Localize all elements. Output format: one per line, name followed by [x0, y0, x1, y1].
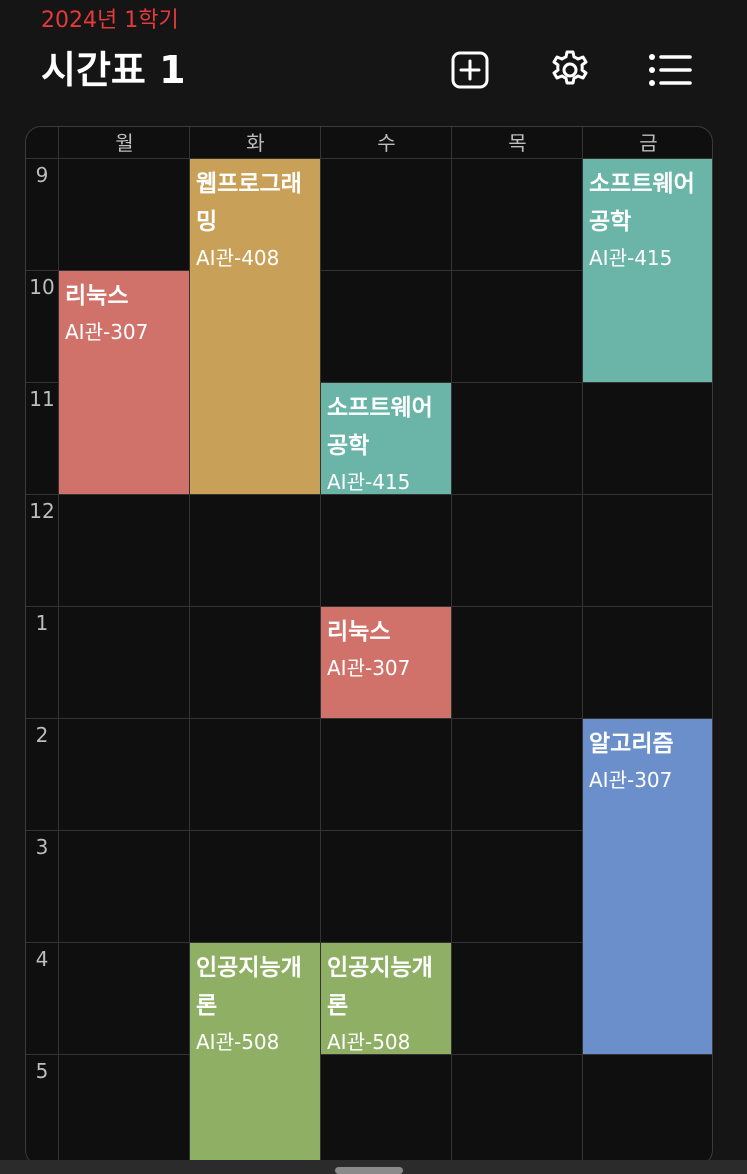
day-header: 금	[639, 131, 658, 155]
list-icon	[649, 54, 692, 86]
course-name: 리눅스	[65, 283, 129, 309]
hour-label: 5	[35, 1059, 49, 1083]
day-header: 수	[377, 131, 396, 155]
grid-row-line	[26, 1054, 712, 1055]
grid-row-line	[26, 270, 712, 271]
add-course-button[interactable]	[448, 48, 492, 92]
course-name: 인공지능개론	[196, 955, 302, 1019]
hour-label: 12	[29, 499, 55, 523]
course-block[interactable]: 웹프로그래밍 AI관-408	[190, 159, 320, 494]
course-block[interactable]: 소프트웨어공학 AI관-415	[583, 159, 712, 382]
grid-column-line	[582, 127, 583, 1165]
day-header: 목	[508, 131, 527, 155]
course-room: AI관-508	[196, 1030, 280, 1054]
hour-label: 9	[35, 163, 49, 187]
plus-square-icon	[451, 51, 489, 89]
grid-row-line	[26, 718, 712, 719]
bottom-sheet-handle[interactable]	[335, 1167, 403, 1174]
grid-row-line	[26, 942, 712, 943]
course-name: 소프트웨어공학	[589, 171, 695, 235]
hour-label: 2	[35, 723, 49, 747]
hour-label: 11	[29, 387, 55, 411]
grid-column-line	[189, 127, 190, 1165]
hour-label: 1	[35, 611, 49, 635]
grid-column-line	[451, 127, 452, 1165]
course-block[interactable]: 인공지능개론 AI관-508	[190, 943, 320, 1165]
hour-label: 10	[29, 275, 55, 299]
course-block[interactable]: 인공지능개론 AI관-508	[321, 943, 451, 1054]
course-name: 소프트웨어공학	[327, 395, 433, 459]
course-block[interactable]: 리눅스 AI관-307	[321, 607, 451, 718]
course-name: 리눅스	[327, 619, 391, 645]
gear-icon	[552, 50, 588, 85]
semester-label[interactable]: 2024년 1학기	[41, 8, 179, 33]
hour-label: 4	[35, 947, 49, 971]
course-name: 알고리즘	[589, 731, 674, 757]
course-block[interactable]: 알고리즘 AI관-307	[583, 719, 712, 1054]
course-name: 웹프로그래밍	[196, 171, 302, 235]
course-room: AI관-415	[589, 246, 673, 270]
grid-row-line	[26, 606, 712, 607]
day-header: 월	[115, 131, 134, 155]
grid-row-line	[26, 494, 712, 495]
timetable-title[interactable]: 시간표 1	[41, 48, 186, 92]
course-room: AI관-508	[327, 1030, 411, 1054]
course-name: 인공지능개론	[327, 955, 433, 1019]
grid-column-line	[58, 127, 59, 1165]
course-room: AI관-307	[589, 768, 673, 792]
settings-button[interactable]	[548, 48, 592, 92]
grid-column-line	[320, 127, 321, 1165]
grid-row-line	[26, 382, 712, 383]
course-room: AI관-415	[327, 470, 411, 494]
course-room: AI관-307	[327, 656, 411, 680]
timetable-list-button[interactable]	[648, 48, 692, 92]
hour-label: 3	[35, 835, 49, 859]
day-header: 화	[246, 131, 265, 155]
grid-row-line	[26, 830, 712, 831]
course-room: AI관-408	[196, 246, 280, 270]
timetable-grid[interactable]: 월 화 수 목 금 9 10 11 12 1 2 3 4 5 웹프로그래밍 AI관-408 리눅스 AI관-307…	[25, 126, 713, 1166]
course-block[interactable]: 소프트웨어공학 AI관-415	[321, 383, 451, 494]
grid-row-line	[26, 158, 712, 159]
course-block[interactable]: 리눅스 AI관-307	[59, 271, 189, 494]
course-room: AI관-307	[65, 320, 149, 344]
